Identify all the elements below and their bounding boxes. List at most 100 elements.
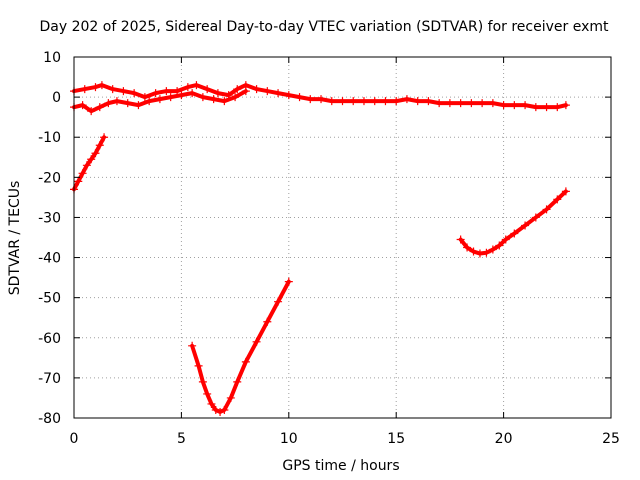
data-point bbox=[97, 81, 106, 90]
y-tick-label: -60 bbox=[38, 331, 61, 347]
data-point bbox=[252, 85, 261, 94]
data-point bbox=[151, 89, 160, 98]
data-point bbox=[274, 297, 283, 306]
data-point bbox=[521, 221, 530, 230]
data-point bbox=[198, 377, 207, 386]
data-point bbox=[561, 187, 570, 196]
data-point bbox=[241, 357, 250, 366]
data-point bbox=[183, 83, 192, 92]
data-point bbox=[188, 89, 197, 98]
data-point bbox=[226, 393, 235, 402]
data-point bbox=[119, 87, 128, 96]
series-layer bbox=[70, 81, 570, 416]
data-point bbox=[553, 195, 562, 204]
data-point bbox=[553, 103, 562, 112]
data-point bbox=[392, 97, 401, 106]
data-point bbox=[216, 407, 225, 416]
data-point bbox=[166, 93, 175, 102]
data-point bbox=[162, 87, 171, 96]
y-tick-label: -50 bbox=[38, 291, 61, 307]
data-point bbox=[209, 95, 218, 104]
data-point bbox=[521, 101, 530, 110]
data-point bbox=[188, 341, 197, 350]
data-point bbox=[145, 97, 154, 106]
series-markers-trace-near-zero-upper bbox=[70, 81, 570, 112]
x-axis-label: GPS time / hours bbox=[282, 458, 399, 474]
data-point bbox=[192, 81, 201, 90]
x-tick-label: 25 bbox=[602, 431, 620, 447]
data-point bbox=[155, 95, 164, 104]
data-point bbox=[112, 97, 121, 106]
data-point bbox=[349, 97, 358, 106]
x-tick-label: 0 bbox=[70, 431, 79, 447]
y-tick-label: -70 bbox=[38, 371, 61, 387]
series-line-trace-late-curve bbox=[458, 189, 568, 256]
data-point bbox=[475, 249, 484, 258]
data-point bbox=[488, 99, 497, 108]
data-point bbox=[233, 377, 242, 386]
data-point bbox=[87, 155, 96, 164]
data-point bbox=[252, 337, 261, 346]
data-point bbox=[488, 245, 497, 254]
data-point bbox=[95, 103, 104, 112]
data-point bbox=[338, 97, 347, 106]
data-point bbox=[203, 389, 212, 398]
y-tick-label: 0 bbox=[52, 90, 61, 106]
data-point bbox=[370, 97, 379, 106]
plot-frame bbox=[73, 56, 612, 419]
data-point bbox=[207, 399, 216, 408]
data-point bbox=[104, 99, 113, 108]
data-point bbox=[478, 99, 487, 108]
data-point bbox=[463, 243, 472, 252]
data-point bbox=[233, 85, 242, 94]
series-markers-trace-early-rise bbox=[70, 133, 109, 194]
data-point bbox=[177, 91, 186, 100]
y-tick-label: 10 bbox=[43, 50, 61, 66]
data-point bbox=[469, 247, 478, 256]
data-point bbox=[317, 95, 326, 104]
data-point bbox=[80, 85, 89, 94]
data-point bbox=[435, 99, 444, 108]
data-point bbox=[87, 107, 96, 116]
data-point bbox=[482, 248, 491, 257]
data-point bbox=[456, 99, 465, 108]
data-point bbox=[91, 83, 100, 92]
data-point bbox=[542, 103, 551, 112]
data-point bbox=[140, 93, 149, 102]
y-tick-label: -10 bbox=[38, 130, 61, 146]
x-tick-label: 20 bbox=[495, 431, 513, 447]
data-point bbox=[263, 87, 272, 96]
data-point bbox=[456, 235, 465, 244]
data-point bbox=[203, 85, 212, 94]
x-tick-label: 5 bbox=[177, 431, 186, 447]
data-point bbox=[82, 161, 91, 170]
data-point bbox=[510, 229, 519, 238]
series-markers-trace-dip bbox=[188, 277, 293, 416]
data-point bbox=[220, 97, 229, 106]
y-tick-label: -30 bbox=[38, 210, 61, 226]
series-line-trace-near-zero-upper bbox=[72, 83, 568, 110]
series-line-trace-early-rise bbox=[72, 135, 107, 192]
data-point bbox=[194, 361, 203, 370]
y-tick-label: -20 bbox=[38, 170, 61, 186]
grid-layer bbox=[74, 57, 611, 418]
data-point bbox=[123, 99, 132, 108]
y-axis-label: SDTVAR / TECUs bbox=[7, 181, 23, 296]
data-point bbox=[284, 277, 293, 286]
x-tick-label: 10 bbox=[280, 431, 298, 447]
data-point bbox=[211, 405, 220, 414]
x-tick-label: 15 bbox=[387, 431, 405, 447]
data-point bbox=[445, 99, 454, 108]
data-point bbox=[274, 89, 283, 98]
data-point bbox=[413, 97, 422, 106]
data-point bbox=[78, 169, 87, 178]
data-point bbox=[130, 89, 139, 98]
chart-title: Day 202 of 2025, Sidereal Day-to-day VTE… bbox=[40, 19, 610, 35]
data-point bbox=[467, 99, 476, 108]
data-point bbox=[231, 93, 240, 102]
y-tick-label: -40 bbox=[38, 251, 61, 267]
data-point bbox=[381, 97, 390, 106]
data-point bbox=[108, 85, 117, 94]
series-markers-trace-late-curve bbox=[456, 187, 570, 258]
